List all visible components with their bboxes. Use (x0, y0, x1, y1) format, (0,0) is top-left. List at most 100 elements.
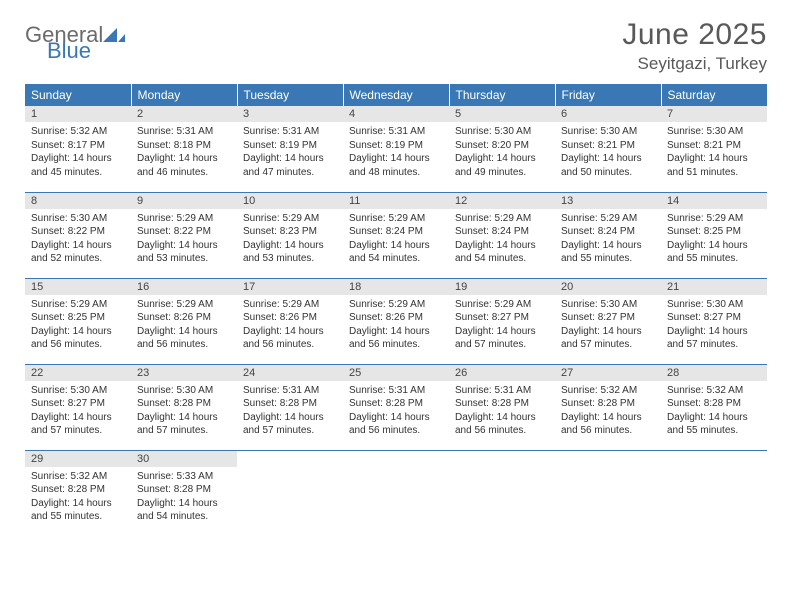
calendar-cell: 5Sunrise: 5:30 AMSunset: 8:20 PMDaylight… (449, 106, 555, 192)
day-details: Sunrise: 5:30 AMSunset: 8:21 PMDaylight:… (555, 122, 661, 183)
calendar-week-row: 29 Sunrise: 5:32 AMSunset: 8:28 PMDayligh… (25, 450, 767, 536)
calendar-week-row: 8Sunrise: 5:30 AMSunset: 8:22 PMDaylight… (25, 192, 767, 278)
sunrise-line: Sunrise: 5:30 AM (137, 384, 231, 398)
day-number: 23 (131, 365, 237, 381)
day-number: 6 (555, 106, 661, 122)
sunrise-line: Sunrise: 5:30 AM (31, 212, 125, 226)
sunset-line: Sunset: 8:23 PM (243, 225, 337, 239)
calendar-cell (237, 450, 343, 536)
calendar-cell (555, 450, 661, 536)
sunset-line: Sunset: 8:22 PM (137, 225, 231, 239)
day-details: Sunrise: 5:30 AMSunset: 8:28 PMDaylight:… (131, 381, 237, 442)
day-number: 11 (343, 193, 449, 209)
sunrise-line: Sunrise: 5:30 AM (561, 125, 655, 139)
day-number: 1 (25, 106, 131, 122)
calendar-table: Sunday Monday Tuesday Wednesday Thursday… (25, 84, 767, 536)
calendar-cell: 4Sunrise: 5:31 AMSunset: 8:19 PMDaylight… (343, 106, 449, 192)
day-number: 7 (661, 106, 767, 122)
sunrise-line: Sunrise: 5:32 AM (31, 470, 125, 484)
day-details: Sunrise: 5:30 AMSunset: 8:21 PMDaylight:… (661, 122, 767, 183)
daylight-line: Daylight: 14 hours and 46 minutes. (137, 152, 231, 179)
sunset-line: Sunset: 8:27 PM (667, 311, 761, 325)
sunset-line: Sunset: 8:19 PM (243, 139, 337, 153)
day-number: 26 (449, 365, 555, 381)
calendar-cell (343, 450, 449, 536)
sunrise-line: Sunrise: 5:29 AM (349, 298, 443, 312)
day-number: 4 (343, 106, 449, 122)
sunset-line: Sunset: 8:27 PM (561, 311, 655, 325)
sunrise-line: Sunrise: 5:31 AM (349, 384, 443, 398)
sunset-line: Sunset: 8:18 PM (137, 139, 231, 153)
daylight-line: Daylight: 14 hours and 56 minutes. (137, 325, 231, 352)
sunset-line: Sunset: 8:25 PM (31, 311, 125, 325)
sunset-line: Sunset: 8:28 PM (137, 397, 231, 411)
sunrise-line: Sunrise: 5:32 AM (667, 384, 761, 398)
day-details: Sunrise: 5:31 AMSunset: 8:19 PMDaylight:… (237, 122, 343, 183)
day-details: Sunrise: 5:29 AMSunset: 8:23 PMDaylight:… (237, 209, 343, 270)
calendar-cell: 12Sunrise: 5:29 AMSunset: 8:24 PMDayligh… (449, 192, 555, 278)
day-number: 29 (25, 451, 131, 467)
calendar-cell: 11Sunrise: 5:29 AMSunset: 8:24 PMDayligh… (343, 192, 449, 278)
sunrise-line: Sunrise: 5:30 AM (667, 298, 761, 312)
day-details: Sunrise: 5:31 AMSunset: 8:28 PMDaylight:… (237, 381, 343, 442)
daylight-line: Daylight: 14 hours and 48 minutes. (349, 152, 443, 179)
calendar-cell: 19Sunrise: 5:29 AMSunset: 8:27 PMDayligh… (449, 278, 555, 364)
weekday-header: Monday (131, 84, 237, 106)
sunrise-line: Sunrise: 5:29 AM (349, 212, 443, 226)
weekday-header: Friday (555, 84, 661, 106)
day-number: 28 (661, 365, 767, 381)
logo-word-blue: Blue (47, 38, 91, 63)
daylight-line: Daylight: 14 hours and 56 minutes. (561, 411, 655, 438)
day-number: 8 (25, 193, 131, 209)
sunset-line: Sunset: 8:28 PM (243, 397, 337, 411)
day-number: 30 (131, 451, 237, 467)
calendar-cell: 24Sunrise: 5:31 AMSunset: 8:28 PMDayligh… (237, 364, 343, 450)
calendar-cell: 9Sunrise: 5:29 AMSunset: 8:22 PMDaylight… (131, 192, 237, 278)
day-details: Sunrise: 5:32 AMSunset: 8:28 PMDaylight:… (555, 381, 661, 442)
day-number: 14 (661, 193, 767, 209)
day-number: 13 (555, 193, 661, 209)
daylight-line: Daylight: 14 hours and 51 minutes. (667, 152, 761, 179)
calendar-cell: 29 Sunrise: 5:32 AMSunset: 8:28 PMDayligh… (25, 450, 131, 536)
calendar-cell: 6Sunrise: 5:30 AMSunset: 8:21 PMDaylight… (555, 106, 661, 192)
weekday-header: Tuesday (237, 84, 343, 106)
daylight-line: Daylight: 14 hours and 55 minutes. (31, 497, 125, 524)
sunrise-line: Sunrise: 5:29 AM (137, 212, 231, 226)
sunset-line: Sunset: 8:21 PM (667, 139, 761, 153)
sunset-line: Sunset: 8:27 PM (31, 397, 125, 411)
sunset-line: Sunset: 8:24 PM (349, 225, 443, 239)
sunset-line: Sunset: 8:19 PM (349, 139, 443, 153)
sunset-line: Sunset: 8:28 PM (349, 397, 443, 411)
day-number: 10 (237, 193, 343, 209)
daylight-line: Daylight: 14 hours and 56 minutes. (349, 325, 443, 352)
sunset-line: Sunset: 8:27 PM (455, 311, 549, 325)
day-number: 16 (131, 279, 237, 295)
sunset-line: Sunset: 8:24 PM (455, 225, 549, 239)
day-details: Sunrise: 5:31 AMSunset: 8:28 PMDaylight:… (343, 381, 449, 442)
daylight-line: Daylight: 14 hours and 56 minutes. (31, 325, 125, 352)
sunrise-line: Sunrise: 5:29 AM (561, 212, 655, 226)
day-details: Sunrise: 5:29 AMSunset: 8:22 PMDaylight:… (131, 209, 237, 270)
day-number: 21 (661, 279, 767, 295)
day-number: 3 (237, 106, 343, 122)
day-details: Sunrise: 5:29 AMSunset: 8:24 PMDaylight:… (343, 209, 449, 270)
day-details: Sunrise: 5:29 AMSunset: 8:24 PMDaylight:… (555, 209, 661, 270)
sunrise-line: Sunrise: 5:30 AM (561, 298, 655, 312)
sunrise-line: Sunrise: 5:29 AM (455, 298, 549, 312)
sunrise-line: Sunrise: 5:29 AM (31, 298, 125, 312)
calendar-cell: 14Sunrise: 5:29 AMSunset: 8:25 PMDayligh… (661, 192, 767, 278)
sunrise-line: Sunrise: 5:33 AM (137, 470, 231, 484)
daylight-line: Daylight: 14 hours and 57 minutes. (31, 411, 125, 438)
sunset-line: Sunset: 8:28 PM (31, 483, 125, 497)
calendar-cell: 7Sunrise: 5:30 AMSunset: 8:21 PMDaylight… (661, 106, 767, 192)
sunrise-line: Sunrise: 5:32 AM (31, 125, 125, 139)
calendar-body: 1Sunrise: 5:32 AMSunset: 8:17 PMDaylight… (25, 106, 767, 536)
day-number: 18 (343, 279, 449, 295)
header: General Blue June 2025 Seyitgazi, Turkey (25, 18, 767, 74)
sunset-line: Sunset: 8:28 PM (561, 397, 655, 411)
day-details: Sunrise: 5:31 AMSunset: 8:19 PMDaylight:… (343, 122, 449, 183)
calendar-cell: 15Sunrise: 5:29 AMSunset: 8:25 PMDayligh… (25, 278, 131, 364)
day-number: 2 (131, 106, 237, 122)
sunset-line: Sunset: 8:25 PM (667, 225, 761, 239)
sunrise-line: Sunrise: 5:30 AM (667, 125, 761, 139)
